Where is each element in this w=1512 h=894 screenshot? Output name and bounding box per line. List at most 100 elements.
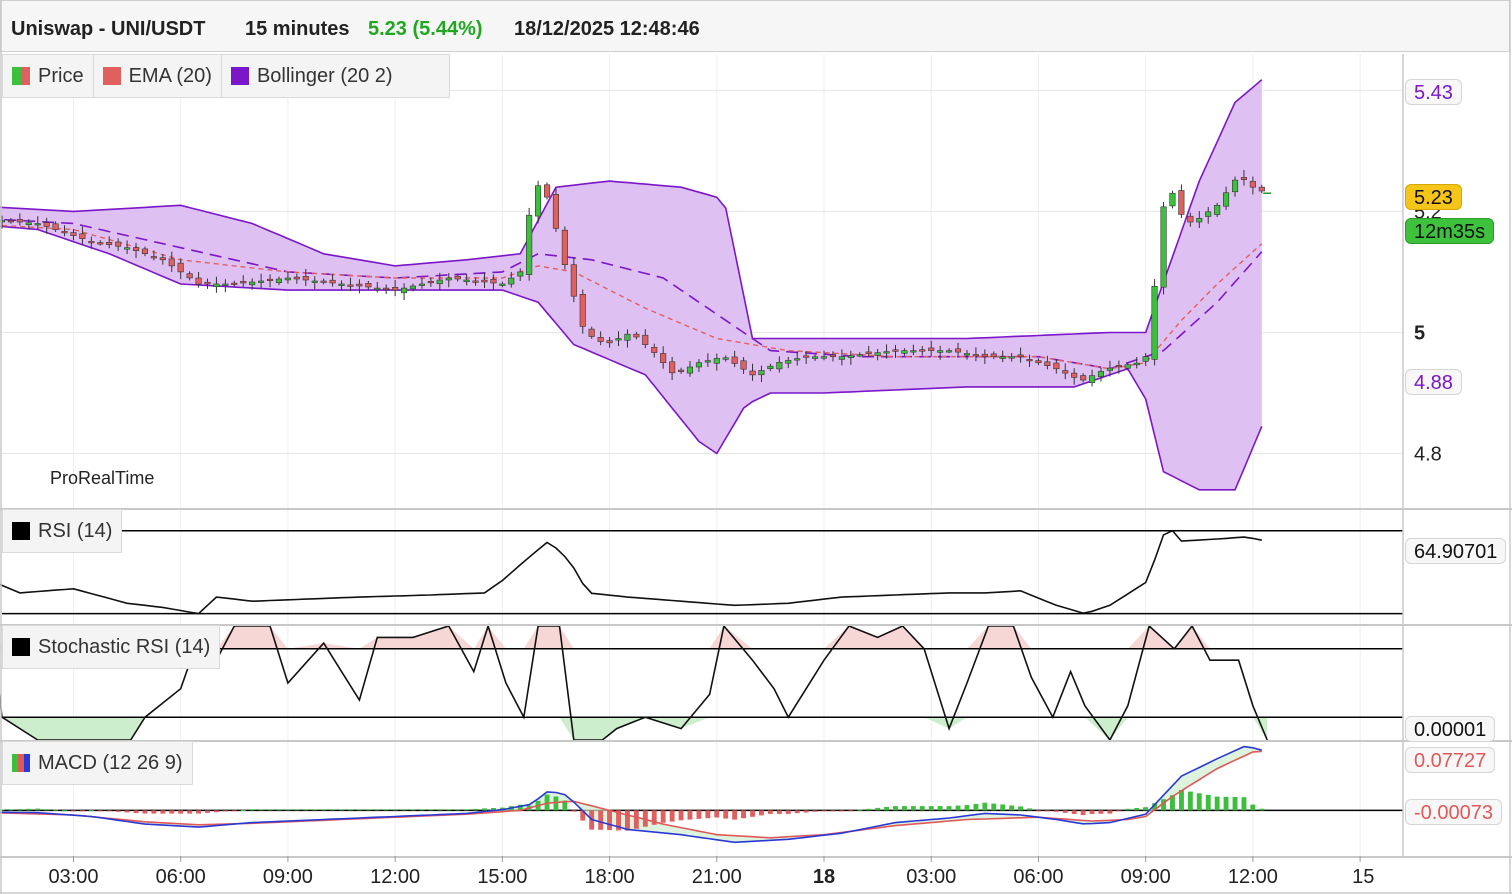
macd-histogram-bar	[214, 810, 219, 813]
macd-histogram-bar	[482, 808, 487, 811]
candle	[901, 350, 908, 354]
macd-histogram-bar	[455, 809, 461, 811]
macd-histogram-bar	[580, 810, 586, 821]
legend-stochastic-rsi[interactable]: Stochastic RSI (14)	[3, 626, 219, 668]
candle	[820, 356, 828, 359]
macd-histogram-bar	[133, 810, 139, 813]
candle	[257, 280, 265, 283]
candle	[1258, 186, 1265, 192]
time-axis-label: 06:00	[1013, 866, 1063, 888]
candle	[1062, 370, 1069, 374]
candle	[249, 281, 256, 286]
macd-histogram-bar	[124, 810, 130, 813]
candle	[1115, 365, 1122, 368]
candle	[213, 283, 220, 288]
macd-value-tag: 0.07727	[1405, 747, 1496, 773]
candle	[124, 247, 131, 250]
time-axis-label: 09:00	[1121, 866, 1171, 888]
candle	[383, 287, 390, 290]
stoch-oversold-fill	[0, 717, 1268, 740]
candle	[400, 287, 408, 294]
candle	[856, 354, 863, 357]
candle	[794, 358, 801, 361]
macd-histogram-bar	[750, 810, 755, 817]
macd-histogram-bar	[53, 809, 59, 811]
macd-histogram-bar	[106, 810, 112, 812]
candle	[999, 356, 1006, 359]
candle	[1151, 285, 1158, 360]
macd-histogram-bar	[35, 808, 41, 811]
candle	[526, 214, 533, 275]
candle	[651, 346, 658, 353]
candle	[409, 285, 417, 290]
macd-histogram-bar	[696, 810, 702, 819]
macd-histogram-bar	[598, 810, 604, 830]
price-panel	[0, 79, 1272, 491]
macd-histogram-bar	[8, 809, 14, 811]
candle	[1223, 192, 1230, 207]
candle	[454, 275, 461, 280]
candle	[231, 282, 238, 285]
macd-histogram-bar	[401, 809, 407, 811]
candle	[115, 241, 122, 247]
macd-histogram-bar	[839, 810, 845, 812]
candle	[70, 232, 77, 236]
macd-histogram-bar	[884, 807, 889, 811]
time-axis-label: 15	[1352, 866, 1374, 888]
candle	[329, 279, 336, 284]
macd-histogram-bar	[625, 810, 630, 831]
legend-price[interactable]: Price	[3, 55, 94, 97]
macd-histogram-bar	[848, 810, 854, 812]
macd-histogram-bar	[562, 800, 568, 811]
rsi-line	[0, 529, 1262, 615]
candle	[1214, 205, 1221, 215]
interval-label[interactable]: 15 minutes	[245, 18, 350, 40]
price-tick-label: 5	[1414, 322, 1425, 344]
macd-histogram-bar	[1179, 790, 1184, 811]
time-axis-label: 18	[813, 866, 835, 888]
macd-panel	[0, 745, 1403, 844]
macd-histogram-bar	[294, 809, 300, 811]
time-axis-label: 12:00	[370, 866, 420, 888]
stoch-legend: Stochastic RSI (14)	[2, 625, 221, 669]
macd-histogram-bar	[1018, 806, 1023, 811]
macd-histogram-bar	[705, 810, 711, 819]
candle	[981, 353, 988, 357]
candle	[1133, 362, 1140, 366]
legend-price-label: Price	[38, 64, 84, 87]
macd-histogram-bar	[1053, 810, 1059, 812]
macd-histogram-bar	[759, 810, 764, 816]
macd-histogram-bar	[196, 810, 201, 814]
candle	[615, 338, 622, 341]
macd-histogram-bar	[437, 809, 443, 811]
time-axis-label: 18:00	[585, 866, 635, 888]
candle	[776, 361, 783, 370]
candle	[34, 223, 41, 226]
candle	[481, 279, 488, 283]
macd-histogram-bar	[1027, 808, 1032, 811]
macd-histogram-bar	[633, 810, 639, 829]
time-axis-label: 15:00	[477, 866, 527, 888]
stoch-value-tag: 0.00001	[1405, 716, 1496, 742]
candle	[767, 365, 774, 370]
candle	[418, 283, 426, 286]
macd-histogram-bar	[321, 809, 327, 811]
macd-line	[0, 745, 1263, 844]
stochastic-rsi-panel	[0, 623, 1403, 742]
macd-histogram-bar	[1107, 810, 1113, 814]
candle	[677, 369, 685, 372]
macd-histogram-bar	[902, 806, 907, 811]
legend-ema[interactable]: EMA (20)	[94, 55, 222, 97]
legend-bollinger[interactable]: Bollinger (20 2)	[222, 55, 402, 97]
legend-macd[interactable]: MACD (12 26 9)	[3, 742, 192, 784]
macd-histogram-bar	[651, 810, 657, 825]
candle	[204, 281, 211, 285]
candle	[133, 247, 140, 251]
legend-rsi[interactable]: RSI (14)	[3, 510, 121, 552]
macd-histogram-bar	[464, 809, 470, 811]
macd-histogram-bar	[1134, 808, 1140, 811]
macd-histogram-bar	[276, 809, 282, 811]
ema-line	[0, 224, 1263, 370]
